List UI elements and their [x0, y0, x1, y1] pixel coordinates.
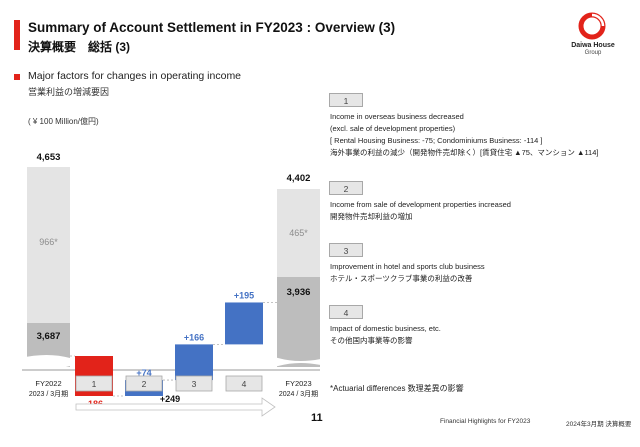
- page-subtitle: 決算概要 総括 (3): [28, 40, 131, 54]
- page-number: 11: [311, 412, 323, 424]
- logo-subtext: Group: [584, 50, 602, 56]
- step-bar-3: [175, 344, 213, 381]
- factor-1-line: [ Rental Housing Business: -75; Condomin…: [330, 136, 543, 145]
- title-accent-bar: [14, 20, 20, 50]
- factor-3-line: ホテル・スポーツクラブ事業の利益の改善: [330, 274, 473, 283]
- factor-4-line: Impact of domestic business, etc.: [330, 324, 441, 333]
- factor-2-line: 開発物件売却利益の増加: [330, 212, 413, 221]
- factor-number-4: 4: [329, 305, 363, 319]
- end-period-label: FY2023: [285, 379, 311, 388]
- net-change-label: +249: [160, 394, 180, 404]
- step-bar-4: [225, 302, 263, 345]
- logo-icon: [578, 12, 606, 40]
- category-label-2: 2: [142, 379, 147, 389]
- page-title: Summary of Account Settlement in FY2023 …: [28, 20, 396, 35]
- footnote: *Actuarial differences 数理差異の影響: [330, 384, 464, 393]
- factor-1-line: Income in overseas business decreased: [330, 112, 464, 121]
- end-actuarial-bar: [277, 189, 320, 277]
- unit-label: ( ¥ 100 Million/億円): [28, 117, 99, 126]
- start-period-sublabel: 2023 / 3月期: [29, 390, 68, 398]
- category-box-1: [75, 375, 113, 392]
- net-change-arrow: [75, 397, 276, 417]
- footer-left: Financial Highlights for FY2023: [440, 418, 531, 425]
- start-total-label: 4,653: [37, 152, 61, 163]
- end-period-sublabel: 2024 / 3月期: [279, 390, 318, 398]
- factor-number-2: 2: [329, 181, 363, 195]
- category-label-4: 4: [242, 379, 247, 389]
- category-box-4: [225, 375, 263, 392]
- start-actuarial-label: 966*: [39, 237, 58, 247]
- category-label-1: 1: [92, 379, 97, 389]
- footer-right: 2024年3月期 決算概要: [566, 421, 632, 428]
- end-total-label: 4,402: [287, 173, 311, 184]
- factor-3-line: Improvement in hotel and sports club bus…: [330, 262, 485, 271]
- axis-break: [20, 355, 320, 369]
- step-label-4: +195: [234, 290, 254, 300]
- end-actuarial-label: 465*: [289, 228, 308, 238]
- end-base-label: 3,936: [287, 287, 311, 298]
- factor-number-3: 3: [329, 243, 363, 257]
- section-title-jp: 営業利益の増減要因: [28, 87, 110, 97]
- step-label-2: +74: [136, 368, 151, 378]
- factor-1-line: (excl. sale of development properties): [330, 124, 456, 133]
- category-box-2: [125, 375, 163, 392]
- factor-2-line: Income from sale of development properti…: [330, 200, 511, 209]
- step-label-3: +166: [184, 332, 204, 342]
- start-period-label: FY2022: [35, 379, 61, 388]
- waterfall-chart: 4,653966*3,6874,402465*3,936-186+74+166+…: [20, 152, 320, 417]
- start-actuarial-bar: [27, 167, 70, 323]
- factor-4-line: その他国内事業等の影響: [330, 336, 413, 345]
- logo-text: Daiwa House: [571, 42, 615, 49]
- section-bullet: [14, 74, 20, 80]
- category-label-3: 3: [192, 379, 197, 389]
- category-box-3: [175, 375, 213, 392]
- start-base-label: 3,687: [37, 331, 61, 342]
- end-base-bar: [277, 277, 320, 367]
- factor-1-line: 海外事業の利益の減少（開発物件売却除く）[賃貸住宅 ▲75、マンション ▲114…: [330, 148, 599, 157]
- factor-number-1: 1: [329, 93, 363, 107]
- section-title: Major factors for changes in operating i…: [28, 70, 242, 82]
